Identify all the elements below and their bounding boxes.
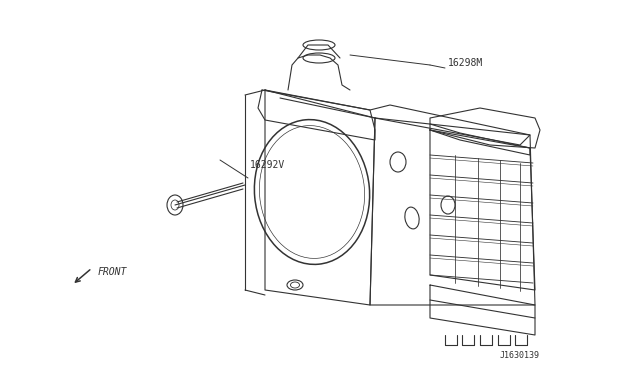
- Text: 16298M: 16298M: [448, 58, 483, 68]
- Text: FRONT: FRONT: [98, 267, 127, 277]
- Text: J1630139: J1630139: [500, 351, 540, 360]
- Text: 16292V: 16292V: [250, 160, 285, 170]
